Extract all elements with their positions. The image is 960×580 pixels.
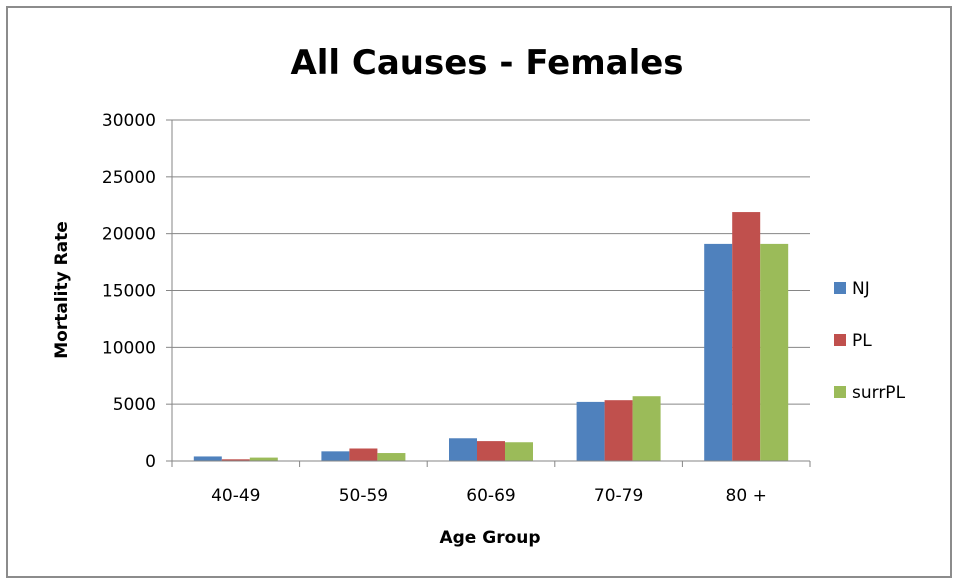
bar-NJ-70-79 (576, 401, 605, 461)
tick-labels: 0 5000 10000 15000 20000 25000 30000 40-49 50-59… (102, 111, 767, 506)
bar-surrPL-40-49 (249, 457, 278, 461)
bar-PL-40-49 (221, 459, 250, 461)
bar-NJ-80+ (704, 243, 733, 461)
bar-PL-70-79 (604, 400, 633, 461)
x-tick-label: 60-69 (466, 486, 515, 506)
legend-swatch-PL (834, 334, 846, 346)
bar-PL-60-69 (477, 441, 505, 461)
legend-label-surrPL: surrPL (852, 383, 906, 403)
chart-frame (6, 6, 952, 578)
x-axis-title: Age Group (439, 528, 540, 548)
bar-NJ-60-69 (449, 438, 477, 461)
y-tick-label: 15000 (102, 282, 156, 302)
bar-PL-50-59 (349, 448, 378, 461)
bar-surrPL-60-69 (505, 442, 533, 461)
x-tick-label: 40-49 (211, 486, 260, 506)
y-axis-title: Mortality Rate (52, 221, 72, 359)
bar-NJ-50-59 (321, 451, 350, 461)
bar-surrPL-70-79 (632, 396, 661, 461)
legend-swatch-surrPL (834, 386, 846, 398)
y-tick-label: 30000 (102, 111, 156, 131)
bar-NJ-40-49 (193, 456, 222, 461)
legend: NJ PL surrPL (834, 279, 906, 403)
bars (193, 212, 789, 461)
y-tick-label: 5000 (113, 395, 156, 415)
y-tick-label: 25000 (102, 168, 156, 188)
bar-surrPL-80+ (760, 243, 789, 461)
x-tick-label: 70-79 (594, 486, 643, 506)
x-tick-label: 50-59 (339, 486, 388, 506)
legend-swatch-NJ (834, 282, 846, 294)
y-tick-label: 10000 (102, 338, 156, 358)
axes (166, 119, 811, 467)
x-tick-label: 80 + (726, 486, 767, 506)
bar-PL-80+ (732, 212, 761, 461)
gridlines (172, 119, 810, 405)
legend-label-NJ: NJ (852, 279, 870, 299)
y-tick-label: 20000 (102, 225, 156, 245)
chart-title: All Causes - Females (290, 43, 683, 83)
y-tick-label: 0 (145, 452, 156, 472)
legend-label-PL: PL (852, 331, 872, 351)
bar-surrPL-50-59 (377, 453, 406, 461)
